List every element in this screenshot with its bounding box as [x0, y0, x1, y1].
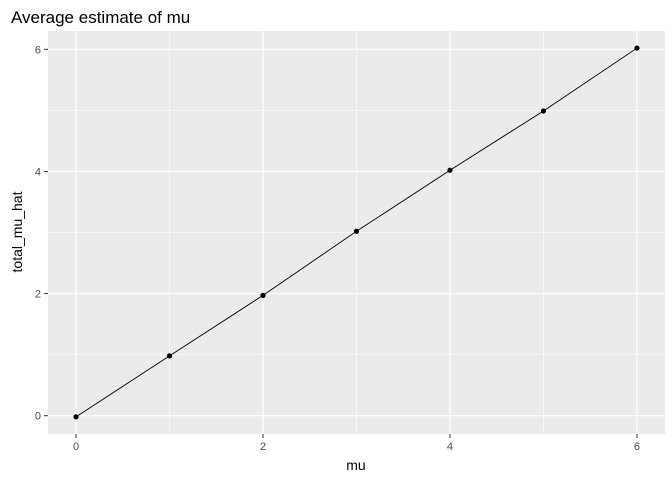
- x-tick-label: 6: [634, 441, 640, 453]
- data-point: [540, 108, 547, 114]
- x-axis-label: mu: [346, 457, 365, 473]
- y-tick-label: 0: [35, 411, 41, 423]
- data-points: [73, 45, 640, 420]
- x-tick-label: 2: [260, 441, 266, 453]
- data-point: [166, 353, 173, 359]
- axis-ticks: [44, 48, 638, 438]
- y-axis-label: total_mu_hat: [9, 191, 25, 272]
- x-axis-tick-labels: 0 2 4 6: [73, 441, 640, 453]
- x-tick-label: 4: [447, 441, 453, 453]
- data-point: [260, 292, 266, 298]
- y-tick-label: 4: [35, 166, 41, 178]
- y-tick-label: 6: [35, 44, 41, 56]
- x-tick-label: 0: [73, 441, 79, 453]
- data-point: [353, 228, 360, 234]
- y-axis-tick-labels: 0 2 4 6: [35, 44, 41, 422]
- data-point: [447, 167, 453, 173]
- chart-title: Average estimate of mu: [11, 8, 190, 27]
- major-gridlines: [48, 31, 665, 434]
- y-tick-label: 2: [35, 289, 41, 301]
- data-point: [634, 45, 640, 51]
- data-point: [73, 414, 79, 420]
